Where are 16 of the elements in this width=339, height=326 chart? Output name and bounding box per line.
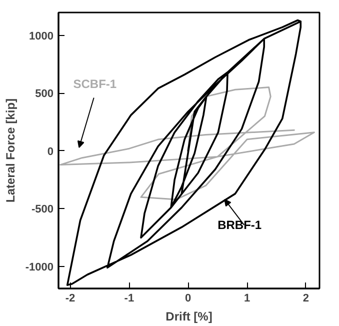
y-tick-label: 0	[47, 146, 54, 158]
x-tick-label: -2	[65, 292, 76, 304]
y-tick-label: -1000	[25, 262, 54, 274]
text: SCBF-1	[73, 76, 117, 91]
y-tick-label: 1000	[29, 30, 54, 42]
y-tick-label: -500	[31, 204, 54, 216]
x-tick-label: 2	[302, 292, 310, 304]
y-axis-title: Lateral Force [kip]	[3, 98, 18, 203]
x-tick-label: 1	[244, 292, 250, 304]
x-tick-label: -1	[124, 292, 134, 304]
y-tick-label: 500	[35, 88, 54, 100]
x-tick-label: 0	[185, 292, 192, 304]
x-axis-title: Drift [%]	[166, 310, 212, 324]
line-series	[66, 19, 302, 286]
legend-label: BRBF-1	[218, 218, 262, 232]
line-series	[60, 86, 315, 200]
